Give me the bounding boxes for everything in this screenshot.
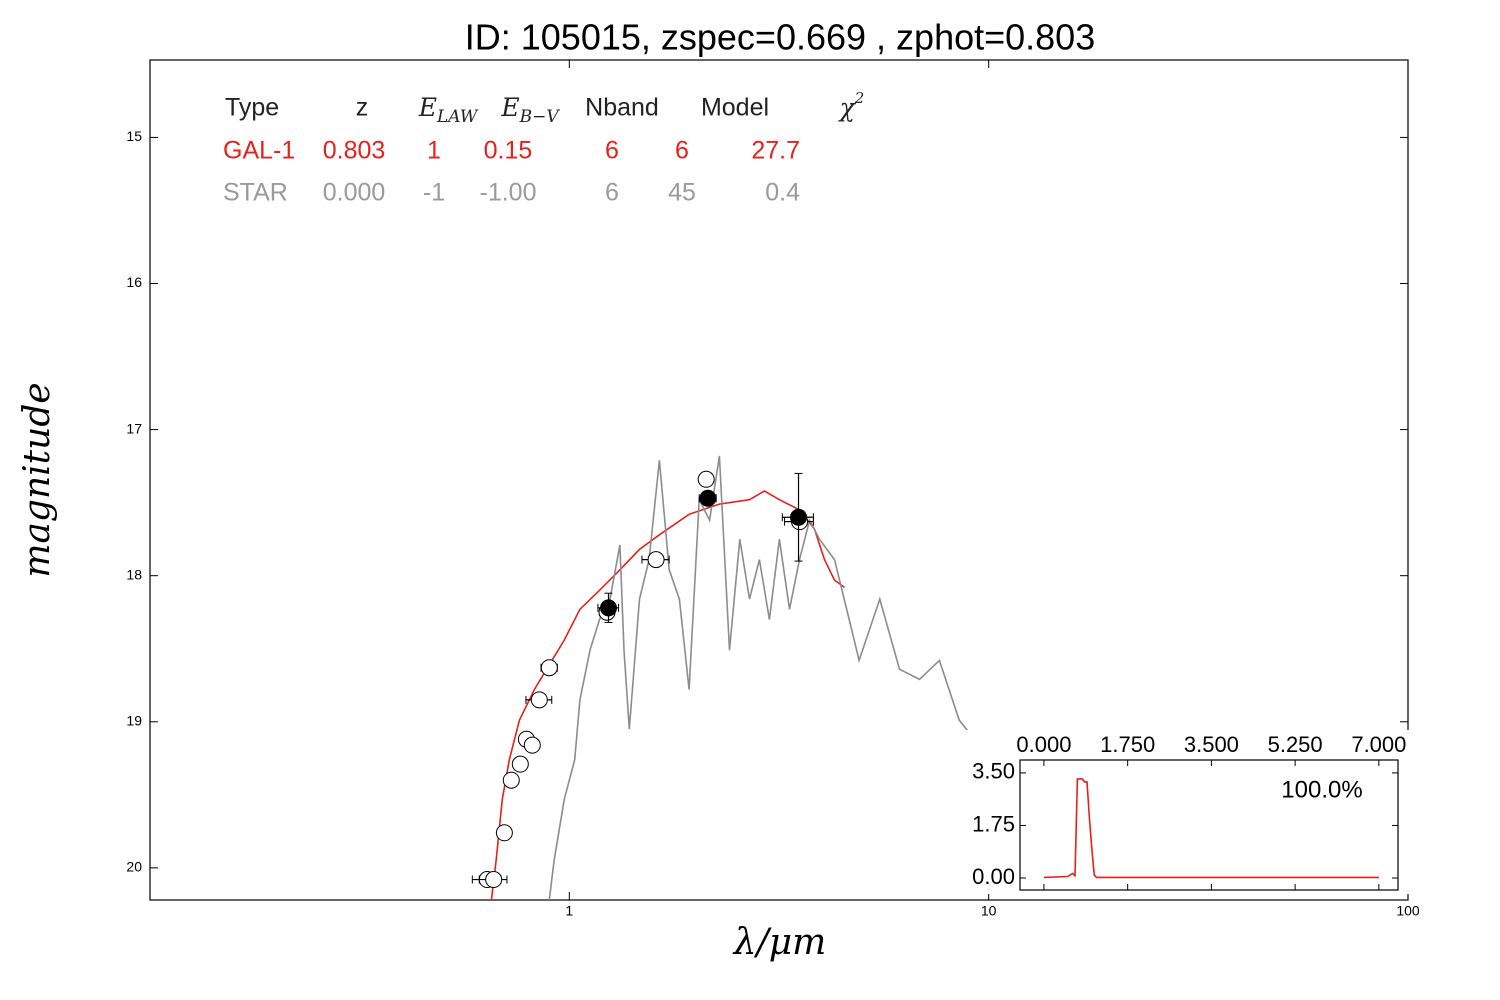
photometry-point (502, 771, 520, 789)
y-tick-label: 16 (126, 274, 142, 290)
table-header: Nband (585, 94, 659, 122)
x-tick-label: 5.250 (1268, 732, 1323, 757)
table-cell: 0.15 (484, 137, 533, 165)
header-symbol: E (500, 93, 519, 122)
table-cell: -1.00 (480, 179, 537, 207)
x-tick-label: 1.750 (1100, 732, 1155, 757)
chart-title: ID: 105015, zspec=0.669 , zphot=0.803 (465, 17, 1095, 58)
y-tick-label: 20 (126, 859, 142, 875)
table-cell: 0.4 (765, 179, 800, 207)
y-tick-label: 0.00 (972, 864, 1015, 889)
y-tick-label: 15 (126, 128, 142, 144)
header-symbol: χ (838, 93, 857, 122)
photometry-point (495, 824, 513, 842)
plot-frame (149, 59, 1409, 901)
plot-area (471, 455, 990, 900)
table-cell: 45 (668, 179, 696, 207)
table-cell: 6 (675, 137, 689, 165)
table-cell: 0.000 (323, 179, 386, 207)
photometry-point (540, 659, 558, 677)
pdz-line (1043, 778, 1379, 879)
header-subscript: B−V (519, 107, 561, 127)
inset-background (960, 730, 1410, 894)
photometry-point (523, 736, 541, 754)
photometry-point (697, 470, 715, 488)
x-axis-label: λ/μm (732, 922, 826, 963)
header-superscript: 2 (854, 89, 865, 107)
x-tick-label: 10 (981, 903, 997, 919)
x-tick-label: 3.500 (1184, 732, 1239, 757)
table-cell: STAR (223, 179, 288, 207)
x-tick-label: 0.000 (1016, 732, 1071, 757)
table-header: χ2 (838, 89, 865, 122)
header-subscript: LAW (436, 107, 479, 127)
inset-plot: 0.000 1.750 3.500 5.250 7.000 0.00 1.75 3.50 100… (960, 730, 1410, 894)
annotation: 100.0% (1281, 776, 1362, 803)
photometry-point (485, 871, 503, 889)
y-tick-label: 18 (126, 566, 142, 582)
table-cell: 6 (605, 137, 619, 165)
table-header: Type (225, 94, 279, 122)
photometry-point (530, 691, 548, 709)
table-cell: GAL-1 (223, 137, 295, 165)
table-cell: 27.7 (751, 137, 800, 165)
x-tick-label: 1 (565, 903, 573, 919)
y-tick-label: 19 (126, 712, 142, 728)
table-cell: 6 (605, 179, 619, 207)
y-tick-label: 3.50 (972, 759, 1015, 784)
photometry-point (647, 551, 665, 569)
model-line (548, 455, 990, 900)
x-tick-label: 7.000 (1351, 732, 1406, 757)
table-header: EB−V (500, 93, 560, 127)
y-tick-label: 17 (126, 420, 142, 436)
table-cell: 0.803 (323, 137, 386, 165)
y-tick-label: 1.75 (972, 811, 1015, 836)
x-tick-label: 100 (1396, 903, 1420, 919)
y-axis-label: magnitude (17, 382, 58, 577)
table-cell: -1 (423, 179, 445, 207)
photometry-point (600, 599, 618, 617)
table-cell: 1 (427, 137, 441, 165)
table-header: z (356, 94, 369, 122)
header-symbol: E (418, 93, 437, 122)
table-header: ELAW (418, 93, 479, 127)
table-header: Model (701, 94, 769, 122)
photometry-point (790, 508, 808, 526)
photometry-point (511, 755, 529, 773)
photometry-point (699, 489, 717, 507)
